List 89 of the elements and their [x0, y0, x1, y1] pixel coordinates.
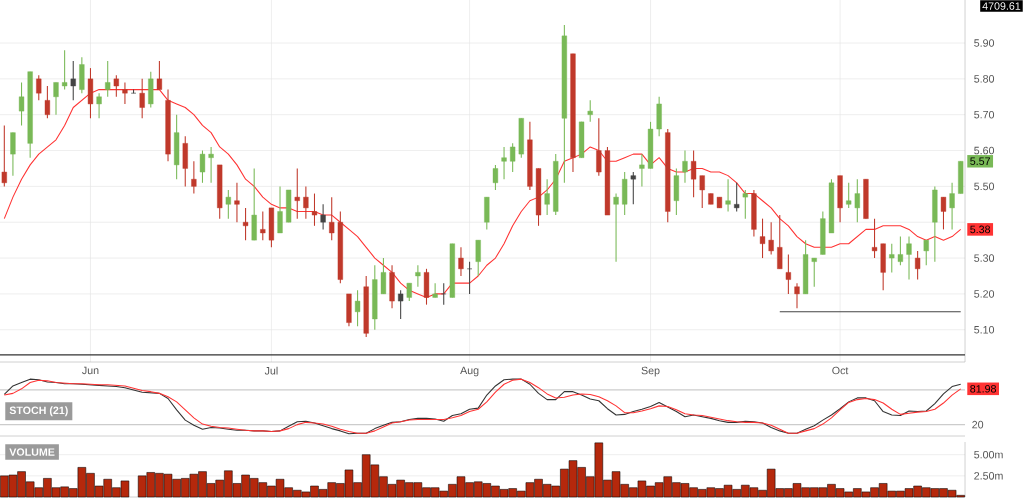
candlestick [36, 74, 42, 101]
x-tick-label: Jun [82, 366, 99, 375]
candlestick [441, 282, 447, 306]
candlestick [53, 81, 59, 116]
candlestick [1, 124, 7, 187]
candlestick [432, 282, 438, 299]
candlestick [139, 78, 145, 119]
candlestick [923, 239, 929, 266]
y-tick-label: 5.80 [974, 75, 995, 83]
candlestick [915, 250, 921, 281]
y-tick-label: 5.30 [974, 254, 995, 262]
candlestick [415, 264, 421, 288]
candlestick [320, 203, 326, 230]
candlestick [70, 60, 76, 101]
candlestick [682, 150, 688, 184]
y-tick-label: 5.60 [974, 146, 995, 155]
candlestick [329, 196, 335, 241]
y-tick-label: 5.90 [974, 39, 995, 47]
text: 4709.61 [982, 2, 1021, 10]
candlestick [380, 257, 387, 295]
candlestick [777, 214, 783, 270]
candlestick [260, 210, 266, 241]
candlestick [10, 132, 16, 177]
candlestick [587, 99, 593, 123]
candlestick [501, 146, 507, 180]
x-tick-label: Aug [460, 366, 479, 377]
candlestick [734, 182, 740, 213]
text: 5.38 [970, 225, 991, 234]
candlestick [630, 171, 636, 205]
candlestick [354, 289, 361, 327]
candlestick [613, 193, 619, 263]
candlestick [596, 117, 602, 177]
candlestick [62, 49, 68, 91]
candlestick [544, 178, 550, 216]
candlestick [794, 282, 800, 309]
x-tick-label: Sep [641, 366, 660, 377]
candlestick [242, 207, 249, 241]
ref-line-label: 20 [972, 420, 984, 429]
candlestick [475, 239, 481, 277]
candlestick [690, 150, 697, 198]
y-tick-label: 5.00m [974, 450, 1003, 459]
candlestick [311, 193, 318, 227]
candlestick [458, 246, 464, 277]
text: 81.98 [970, 385, 996, 393]
y-tick-label: 5.10 [974, 325, 995, 334]
candlestick [906, 236, 912, 281]
candlestick [303, 185, 309, 220]
candlestick [949, 182, 955, 230]
candlestick [940, 196, 947, 230]
y-tick-label: 5.20 [974, 290, 995, 298]
y-tick-label: 2.50m [974, 472, 1003, 480]
candlestick [294, 167, 300, 220]
candlestick [897, 236, 903, 266]
candlestick [510, 142, 516, 173]
chart-title: VOLUME [9, 448, 55, 456]
candlestick [846, 182, 852, 209]
text: 5.57 [970, 157, 991, 166]
candlestick [742, 189, 748, 220]
candlestick [398, 289, 404, 320]
candlestick [854, 178, 860, 223]
candlestick [18, 81, 25, 126]
candlestick [768, 221, 774, 256]
candlestick [199, 150, 206, 184]
candlestick [156, 60, 163, 91]
y-tick-label: 5.70 [974, 110, 995, 119]
x-tick-label: Jul [264, 366, 278, 375]
y-tick-label: 5.50 [974, 182, 995, 191]
candlestick [492, 164, 499, 191]
candlestick [122, 81, 128, 105]
candlestick [113, 74, 119, 98]
candlestick [225, 189, 231, 220]
candlestick [191, 160, 197, 195]
candlestick [871, 218, 878, 259]
candlestick [105, 60, 111, 98]
candlestick [277, 185, 283, 234]
candlestick [96, 92, 102, 119]
candlestick [208, 146, 214, 184]
candlestick [234, 182, 240, 223]
x-tick-label: Oct [832, 366, 849, 375]
candlestick [639, 153, 645, 187]
candlestick [44, 85, 50, 119]
candlestick [725, 178, 731, 213]
candlestick [785, 253, 791, 295]
candlestick [759, 218, 766, 259]
candlestick [889, 243, 895, 273]
text: STOCH (21) [9, 406, 68, 417]
candlestick [466, 261, 473, 295]
candlestick [811, 257, 817, 288]
candlestick [699, 175, 705, 209]
